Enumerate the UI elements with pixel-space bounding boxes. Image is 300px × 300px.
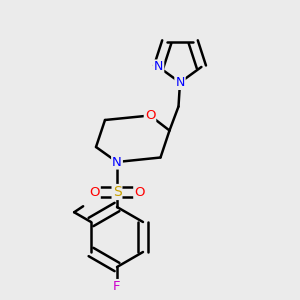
Text: N: N: [154, 61, 163, 74]
Text: O: O: [145, 109, 155, 122]
Text: S: S: [112, 185, 122, 199]
Text: N: N: [112, 155, 122, 169]
Text: F: F: [113, 280, 121, 293]
Text: N: N: [175, 76, 185, 89]
Text: O: O: [89, 185, 100, 199]
Text: O: O: [134, 185, 145, 199]
